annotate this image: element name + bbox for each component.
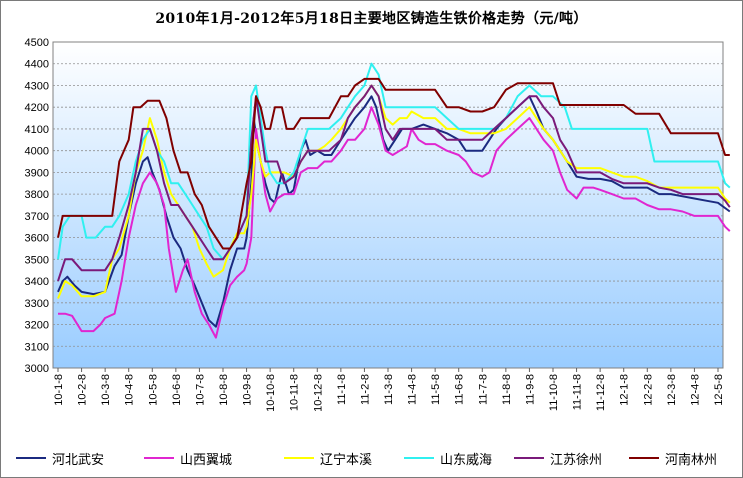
x-tick-label: 10-7-8 bbox=[194, 374, 206, 406]
series-line-5 bbox=[57, 84, 731, 282]
x-tick-label: 11-10-8 bbox=[548, 374, 560, 411]
x-tick-label: 10-5-8 bbox=[147, 374, 159, 406]
x-tick-label: 10-9-8 bbox=[242, 374, 254, 406]
legend-item: 山西翼城 bbox=[144, 447, 232, 469]
x-tick-label: 10-10-8 bbox=[265, 374, 277, 412]
chart-title: 2010年1月-2012年5月18日主要地区铸造生铁价格走势（元/吨） bbox=[155, 11, 588, 27]
y-tick-label: 3700 bbox=[25, 211, 49, 223]
legend-swatch bbox=[284, 457, 314, 459]
x-tick-label: 12-2-8 bbox=[642, 374, 654, 406]
x-tick-label: 10-6-8 bbox=[171, 374, 183, 406]
x-tick-label: 11-9-8 bbox=[524, 374, 536, 405]
x-tick-label: 12-1-8 bbox=[619, 374, 631, 406]
x-tick-label: 10-12-8 bbox=[312, 374, 324, 412]
y-tick-label: 3600 bbox=[25, 233, 49, 245]
legend-label: 河北武安 bbox=[52, 452, 105, 468]
x-tick-label: 12-4-8 bbox=[689, 374, 701, 406]
legend-swatch bbox=[144, 457, 174, 459]
x-tick-label: 10-3-8 bbox=[100, 374, 112, 406]
y-tick-label: 4000 bbox=[25, 146, 49, 158]
x-tick-label: 12-5-8 bbox=[713, 374, 725, 406]
x-tick-label: 10-11-8 bbox=[289, 374, 301, 411]
x-tick-label: 11-7-8 bbox=[477, 374, 489, 405]
x-tick-label: 11-5-8 bbox=[430, 374, 442, 405]
y-tick-label: 4500 bbox=[25, 37, 49, 49]
legend-item: 山东威海 bbox=[404, 447, 492, 469]
legend-item: 辽宁本溪 bbox=[284, 447, 372, 469]
y-tick-label: 3800 bbox=[25, 189, 49, 201]
y-tick-label: 4400 bbox=[25, 59, 49, 71]
x-tick-label: 10-1-8 bbox=[53, 374, 65, 406]
x-tick-labels: 10-1-8 10-2-8 10-3-8 10-4-8 10-5-8 10-6-8 10-7… bbox=[53, 368, 725, 412]
y-tick-label: 4300 bbox=[25, 80, 49, 92]
y-tick-label: 4200 bbox=[25, 102, 49, 114]
x-tick-label: 11-4-8 bbox=[407, 374, 419, 405]
y-tick-label: 3100 bbox=[25, 341, 49, 353]
series-layer bbox=[57, 62, 731, 339]
legend: 河北武安 山西翼城 辽宁本溪 山东威海 江苏徐州 河南林州 bbox=[14, 447, 734, 469]
x-tick-label: 10-2-8 bbox=[77, 374, 89, 406]
x-tick-label: 10-8-8 bbox=[218, 374, 230, 406]
y-tick-label: 3900 bbox=[25, 167, 49, 179]
x-tick-label: 11-2-8 bbox=[359, 374, 371, 405]
legend-swatch bbox=[16, 457, 46, 459]
legend-item: 河南林州 bbox=[629, 447, 717, 469]
y-tick-label: 3500 bbox=[25, 254, 49, 266]
series-line-3 bbox=[57, 84, 731, 299]
legend-item: 河北武安 bbox=[16, 447, 104, 469]
legend-label: 河南林州 bbox=[665, 452, 718, 468]
plot-area bbox=[52, 41, 724, 369]
y-tick-label: 3000 bbox=[25, 363, 49, 375]
legend-label: 山东威海 bbox=[440, 452, 493, 468]
legend-swatch bbox=[404, 457, 434, 459]
y-tick-label: 4100 bbox=[25, 124, 49, 136]
x-tick-label: 11-11-8 bbox=[572, 374, 584, 410]
legend-item: 江苏徐州 bbox=[514, 447, 602, 469]
x-tick-label: 12-3-8 bbox=[666, 374, 678, 406]
y-tick-labels: 3000 3100 3200 3300 3400 3500 3600 3700 3800 3900… bbox=[25, 37, 49, 375]
legend-label: 江苏徐州 bbox=[550, 452, 603, 468]
x-tick-label: 11-8-8 bbox=[501, 374, 513, 405]
x-tick-label: 11-3-8 bbox=[383, 374, 395, 405]
series-line-2 bbox=[58, 106, 731, 339]
legend-swatch bbox=[629, 457, 659, 459]
y-tick-label: 3200 bbox=[25, 320, 49, 332]
legend-swatch bbox=[514, 457, 544, 459]
series-line-6 bbox=[57, 77, 730, 250]
y-tick-label: 3400 bbox=[25, 276, 49, 288]
x-tick-label: 11-1-8 bbox=[336, 374, 348, 405]
legend-label: 辽宁本溪 bbox=[320, 452, 373, 468]
x-tick-label: 10-4-8 bbox=[124, 374, 136, 406]
x-tick-label: 11-6-8 bbox=[454, 374, 466, 405]
y-tick-label: 3300 bbox=[25, 298, 49, 310]
x-tick-label: 11-12-8 bbox=[595, 374, 607, 411]
legend-label: 山西翼城 bbox=[180, 452, 233, 468]
